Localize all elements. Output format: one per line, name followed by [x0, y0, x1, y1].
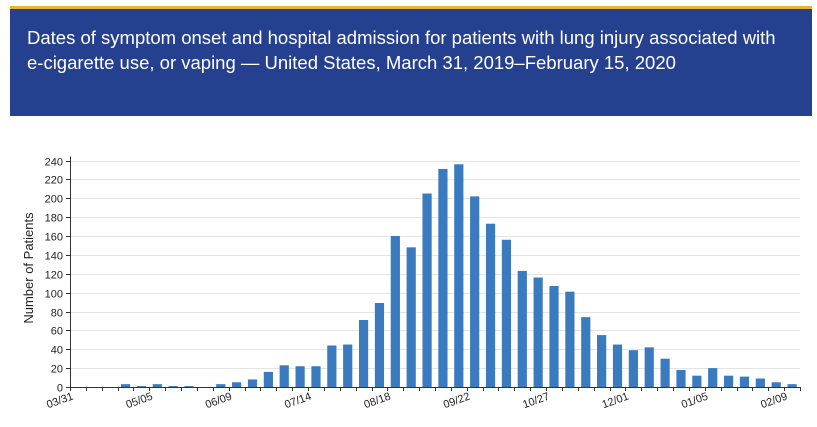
bar: [263, 371, 273, 387]
y-tick-label: 200: [45, 194, 63, 206]
bar: [279, 365, 289, 387]
x-tick-label: 01/05: [680, 391, 710, 412]
bar: [644, 347, 654, 387]
bar: [406, 247, 416, 387]
y-tick-label: 160: [45, 232, 63, 244]
x-tick-label: 08/18: [362, 391, 392, 412]
chart-title-banner: Dates of symptom onset and hospital admi…: [10, 6, 812, 116]
bar: [374, 303, 385, 387]
x-tick-label: 07/14: [283, 391, 313, 412]
y-tick-label: 240: [45, 157, 63, 169]
y-tick-label: 40: [51, 345, 63, 357]
bar: [422, 193, 432, 387]
grid-layer: [70, 161, 800, 369]
x-tick-label: 05/05: [124, 391, 154, 412]
bar: [676, 370, 686, 387]
bar: [660, 358, 670, 387]
y-tick-label: 180: [45, 213, 63, 225]
y-tick-label: 120: [45, 270, 63, 282]
bar: [755, 378, 765, 387]
y-tick-label: 20: [51, 364, 63, 376]
bar: [565, 291, 575, 387]
bar: [358, 319, 369, 387]
bar: [597, 335, 607, 387]
y-tick-label: 0: [57, 383, 63, 395]
chart-title: Dates of symptom onset and hospital admi…: [27, 27, 776, 73]
bar: [533, 277, 543, 387]
bar: [295, 366, 305, 387]
bar: [549, 286, 559, 387]
bar: [517, 270, 527, 387]
bar: [787, 384, 797, 387]
bar: [216, 384, 226, 387]
bar: [136, 386, 147, 387]
bar: [438, 168, 448, 387]
bar: [232, 382, 242, 387]
y-tick-label: 60: [51, 326, 63, 338]
bar: [454, 164, 464, 387]
x-tick-label: 02/09: [759, 391, 789, 412]
bar: [739, 376, 750, 387]
y-tick-label: 80: [51, 308, 63, 320]
bar: [692, 375, 702, 387]
bar: [120, 384, 131, 387]
y-tick-label: 140: [45, 251, 63, 263]
bar: [628, 350, 638, 387]
bar: [708, 368, 718, 387]
x-tick-label: 09/22: [442, 391, 472, 412]
bar: [327, 345, 337, 387]
x-tick-label: 12/01: [600, 391, 630, 412]
y-tick-label: 100: [45, 289, 63, 301]
bar: [390, 236, 400, 387]
x-tick-label: 03/31: [45, 391, 75, 412]
bar: [168, 386, 178, 387]
bar: [485, 223, 496, 387]
bar: [612, 344, 623, 387]
bar: [723, 375, 734, 387]
bar: [152, 384, 162, 387]
bar: [581, 317, 591, 387]
bars-layer: [120, 164, 797, 387]
x-tick-label: 10/27: [521, 391, 551, 412]
bar: [184, 386, 194, 387]
bar: [501, 239, 512, 387]
bar: [470, 196, 480, 387]
bar: [771, 382, 781, 387]
y-tick-label: 220: [45, 175, 63, 187]
bar: [343, 344, 353, 387]
bar: [247, 379, 258, 387]
x-tick-label: 06/09: [204, 391, 234, 412]
bar: [311, 366, 321, 387]
y-axis-title: Number of Patients: [21, 212, 36, 324]
